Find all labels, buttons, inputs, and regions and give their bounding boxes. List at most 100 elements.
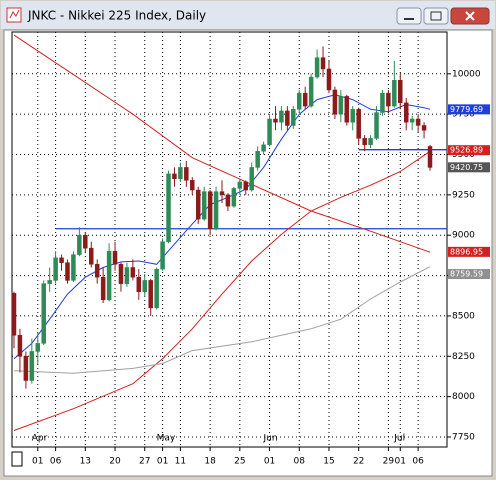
candle-body xyxy=(213,191,219,230)
candle-body xyxy=(11,293,17,336)
candle-body xyxy=(308,76,314,107)
candle-body xyxy=(65,262,70,281)
candle-body xyxy=(297,92,302,110)
maximize-button[interactable] xyxy=(423,7,449,25)
candle-body xyxy=(320,57,326,70)
candle-body xyxy=(368,138,373,146)
candle-body xyxy=(332,89,338,115)
y-tick-label: 7750 xyxy=(452,432,475,442)
x-tick-label: 20 xyxy=(109,457,121,467)
price-label-box xyxy=(448,104,490,115)
candle-body xyxy=(142,280,147,292)
month-label: Jun xyxy=(263,434,278,444)
candle-body xyxy=(386,92,391,107)
candle-body xyxy=(267,118,272,146)
candle-body xyxy=(255,151,260,168)
x-tick-label: 13 xyxy=(80,457,91,467)
indicator-line xyxy=(13,34,431,253)
candle-body xyxy=(421,125,427,131)
indicator-line xyxy=(13,150,431,431)
candle-body xyxy=(273,118,278,123)
price-label: 9779.69 xyxy=(450,105,483,114)
candle-body xyxy=(207,191,213,230)
candle-body xyxy=(17,335,23,357)
minimize-button[interactable] xyxy=(396,7,422,25)
candle-body xyxy=(53,257,58,281)
candle-body xyxy=(130,267,136,278)
price-label-box xyxy=(448,162,490,173)
candle-body xyxy=(83,234,88,249)
y-tick-label: 8250 xyxy=(452,352,475,362)
candle-body xyxy=(94,264,100,278)
candle-body xyxy=(427,146,433,168)
x-tick-label: 01 xyxy=(264,457,275,467)
x-tick-label: 06 xyxy=(50,457,62,467)
close-glyph xyxy=(465,11,475,21)
x-tick-label: 01 xyxy=(32,457,43,467)
price-label: 9420.75 xyxy=(450,163,483,172)
x-tick-label: 01 xyxy=(395,457,406,467)
candle-body xyxy=(148,280,153,309)
candle-body xyxy=(29,351,35,381)
candle-body xyxy=(261,144,266,152)
month-label: May xyxy=(157,434,176,444)
price-label: 8759.59 xyxy=(450,270,483,279)
candle-body xyxy=(124,267,130,284)
candle-body xyxy=(225,194,231,207)
x-tick-label: 15 xyxy=(323,457,334,467)
candle-body xyxy=(380,92,385,113)
candle-body xyxy=(302,92,308,107)
scroll-box[interactable] xyxy=(11,451,23,467)
x-tick-label: 11 xyxy=(175,457,186,467)
candle-body xyxy=(100,276,106,301)
candle-body xyxy=(77,234,82,255)
x-tick-label: 27 xyxy=(139,457,150,467)
indicator-line xyxy=(13,266,431,374)
candle-body xyxy=(374,112,379,139)
candle-body xyxy=(172,173,177,179)
window-title: JNKC - Nikkei 225 Index, Daily xyxy=(27,9,206,23)
candle-body xyxy=(41,283,46,344)
candle-body xyxy=(344,96,350,123)
candle-body xyxy=(35,343,41,352)
y-tick-label: 8500 xyxy=(452,311,475,321)
y-tick-label: 8000 xyxy=(452,392,475,402)
candle-body xyxy=(249,167,254,191)
candle-body xyxy=(279,110,284,123)
candle-body xyxy=(231,188,237,207)
candle-body xyxy=(160,241,165,270)
x-tick-label: 29 xyxy=(383,457,395,467)
candle-body xyxy=(291,109,296,126)
candle-body xyxy=(89,247,94,265)
window-icon-graph xyxy=(9,9,20,19)
candle-body xyxy=(178,167,183,179)
candle-body xyxy=(243,181,249,191)
x-tick-label: 06 xyxy=(412,457,424,467)
candle-body xyxy=(190,180,195,191)
y-tick-label: 9000 xyxy=(452,231,475,241)
candle-body xyxy=(136,276,142,292)
candle-body xyxy=(112,251,118,265)
candle-body xyxy=(356,109,361,139)
month-label: Jul xyxy=(393,434,405,444)
x-tick-label: 25 xyxy=(234,457,245,467)
candle-body xyxy=(47,280,52,284)
price-label: 8896.95 xyxy=(450,247,483,256)
candle-body xyxy=(403,102,409,123)
month-label: Apr xyxy=(32,434,48,444)
y-tick-label: 9250 xyxy=(452,190,475,200)
x-tick-label: 22 xyxy=(353,457,364,467)
candle-body xyxy=(23,356,29,381)
candle-body xyxy=(118,264,124,284)
y-tick-label: 10000 xyxy=(452,69,481,79)
candle-body xyxy=(184,167,189,181)
candle-body xyxy=(338,96,344,115)
candle-body xyxy=(237,181,243,189)
window-icon xyxy=(6,7,22,23)
candle-body xyxy=(409,118,415,123)
candle-body xyxy=(59,257,64,263)
x-tick-label: 08 xyxy=(294,457,306,467)
candle-body xyxy=(106,251,112,301)
candle-body xyxy=(362,138,367,146)
